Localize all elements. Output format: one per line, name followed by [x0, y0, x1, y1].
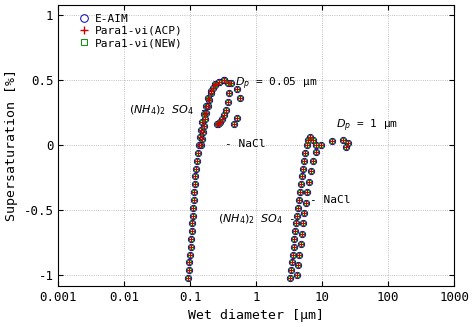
Text: $D_p$ = 1 μm: $D_p$ = 1 μm [336, 118, 398, 134]
Text: $(NH_4)_2$ $SO_4$ -: $(NH_4)_2$ $SO_4$ - [129, 103, 207, 117]
Text: - NaCl: - NaCl [225, 139, 266, 149]
Text: - NaCl: - NaCl [310, 195, 350, 205]
Text: $(NH_4)_2$ $SO_4$ -: $(NH_4)_2$ $SO_4$ - [218, 213, 295, 226]
Text: $D_p$ = 0.05 μm: $D_p$ = 0.05 μm [235, 76, 318, 93]
X-axis label: Wet diameter [μm]: Wet diameter [μm] [188, 309, 324, 322]
Legend: E-AIM, Para1-νi(ACP), Para1-νi(NEW): E-AIM, Para1-νi(ACP), Para1-νi(NEW) [64, 10, 186, 52]
Y-axis label: Supersaturation [%]: Supersaturation [%] [5, 69, 18, 221]
